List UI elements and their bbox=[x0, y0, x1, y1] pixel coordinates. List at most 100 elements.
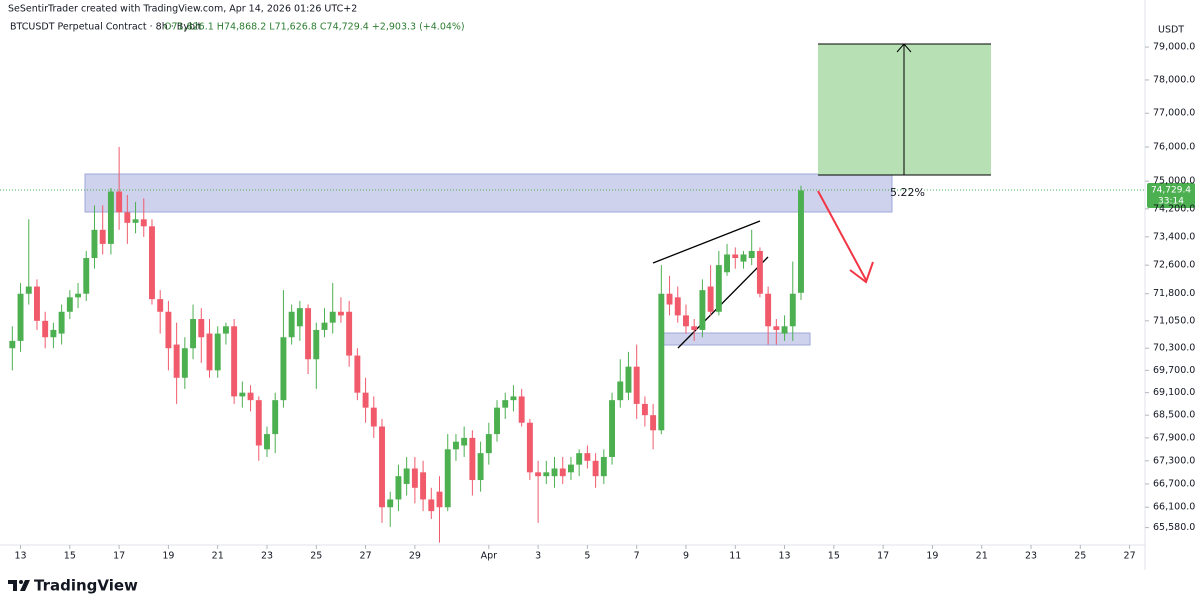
candle-body bbox=[715, 265, 722, 312]
candle-body bbox=[699, 290, 706, 330]
currency: USDT bbox=[1158, 25, 1184, 36]
candle-body bbox=[132, 219, 139, 223]
candle-body bbox=[773, 326, 780, 330]
logo: TradingView bbox=[8, 577, 138, 595]
y-tick-label: 76,000.0 bbox=[1153, 141, 1195, 152]
candle-body bbox=[617, 381, 624, 401]
candle-body bbox=[25, 286, 32, 294]
y-tick-label: 77,000.0 bbox=[1153, 108, 1195, 119]
last-price-box bbox=[1147, 183, 1195, 208]
candle-body bbox=[518, 396, 525, 423]
candle-body bbox=[584, 453, 591, 461]
x-tick-label: 17 bbox=[877, 551, 889, 562]
candle-body bbox=[247, 392, 254, 401]
candle-body bbox=[559, 468, 566, 477]
wedge-lower bbox=[677, 256, 769, 349]
candle-body bbox=[732, 254, 739, 259]
x-tick-label: 7 bbox=[634, 551, 640, 562]
x-tick-label: 15 bbox=[828, 551, 840, 562]
candle-body bbox=[666, 293, 673, 305]
x-tick-label: 5 bbox=[584, 551, 590, 562]
wedge-upper bbox=[652, 220, 761, 264]
candle-body bbox=[9, 340, 16, 349]
y-tick-label: 69,700.0 bbox=[1153, 365, 1195, 376]
y-tick-label: 71,800.0 bbox=[1153, 288, 1195, 299]
logo-icon bbox=[8, 580, 30, 591]
candle-body bbox=[239, 392, 246, 397]
candle-body bbox=[337, 311, 344, 316]
candle-body bbox=[124, 212, 131, 223]
candle-body bbox=[288, 311, 295, 338]
candle-body bbox=[264, 434, 270, 450]
candle-body bbox=[58, 311, 65, 334]
candle-body bbox=[691, 326, 698, 330]
candle-body bbox=[403, 468, 410, 484]
support-zone bbox=[661, 332, 811, 346]
candle-body bbox=[625, 366, 632, 393]
candle-body bbox=[477, 453, 484, 481]
y-tick-label: 78,000.0 bbox=[1153, 74, 1195, 85]
y-tick-label: 69,100.0 bbox=[1153, 387, 1195, 398]
x-tick-label: 11 bbox=[729, 551, 741, 562]
y-tick-label: 67,900.0 bbox=[1153, 432, 1195, 443]
candle-body bbox=[633, 366, 640, 404]
candle-body bbox=[75, 293, 82, 298]
candle-body bbox=[650, 415, 657, 431]
candle-body bbox=[494, 407, 500, 435]
candle-body bbox=[214, 333, 221, 371]
candle-body bbox=[313, 329, 320, 360]
candle-body bbox=[765, 293, 772, 327]
candle-body bbox=[748, 250, 755, 259]
credit: SeSentirTrader created with TradingView.… bbox=[8, 4, 357, 15]
candle-body bbox=[469, 437, 476, 481]
candle-body bbox=[346, 311, 353, 356]
candle-body bbox=[411, 468, 418, 488]
candle-body bbox=[485, 434, 492, 454]
candle-body bbox=[379, 426, 385, 508]
candle-body bbox=[34, 286, 40, 321]
candle-body bbox=[789, 293, 796, 327]
y-tick-label: 74,200.0 bbox=[1153, 203, 1195, 214]
down-arrow bbox=[817, 190, 867, 281]
candle-body bbox=[272, 400, 279, 435]
x-tick-label: 23 bbox=[1025, 551, 1037, 562]
candle-body bbox=[609, 400, 615, 457]
candle-body bbox=[42, 320, 49, 338]
candle-body bbox=[658, 293, 665, 431]
candle-body bbox=[526, 422, 533, 473]
last-price: 74,729.4 bbox=[1151, 186, 1191, 196]
ohlc: O71,826.1 H74,868.2 L71,626.8 C74,729.4 … bbox=[164, 22, 465, 33]
candle-body bbox=[140, 219, 147, 227]
candle-body bbox=[255, 400, 262, 446]
candle-body bbox=[510, 396, 517, 401]
candle-body bbox=[305, 308, 312, 360]
candle-body bbox=[107, 191, 114, 244]
candle-body bbox=[600, 456, 607, 477]
candle-body bbox=[91, 229, 98, 259]
x-tick-label: 21 bbox=[976, 551, 988, 562]
candle-body bbox=[370, 407, 377, 427]
countdown: 33:14 bbox=[1158, 197, 1184, 207]
x-tick-label: 9 bbox=[683, 551, 689, 562]
candle-body bbox=[173, 344, 180, 378]
candle-body bbox=[116, 191, 123, 213]
candle-body bbox=[362, 392, 369, 408]
x-tick-label: 25 bbox=[310, 551, 322, 562]
candle-body bbox=[568, 464, 574, 473]
x-tick-label: 17 bbox=[113, 551, 125, 562]
y-tick-label: 66,100.0 bbox=[1153, 502, 1195, 513]
target-arrow-head bbox=[896, 43, 912, 53]
candle-body bbox=[683, 315, 689, 327]
candle-body bbox=[99, 229, 106, 244]
x-tick-label: 27 bbox=[1124, 551, 1136, 562]
candle-body bbox=[798, 190, 804, 293]
resistance-zone bbox=[84, 173, 893, 213]
candle-body bbox=[190, 319, 197, 349]
candle-body bbox=[543, 472, 550, 477]
y-tick-label: 79,000.0 bbox=[1153, 42, 1195, 53]
candle-body bbox=[149, 226, 155, 300]
y-tick-label: 66,700.0 bbox=[1153, 478, 1195, 489]
candle-body bbox=[502, 400, 509, 408]
candle-body bbox=[444, 449, 451, 508]
